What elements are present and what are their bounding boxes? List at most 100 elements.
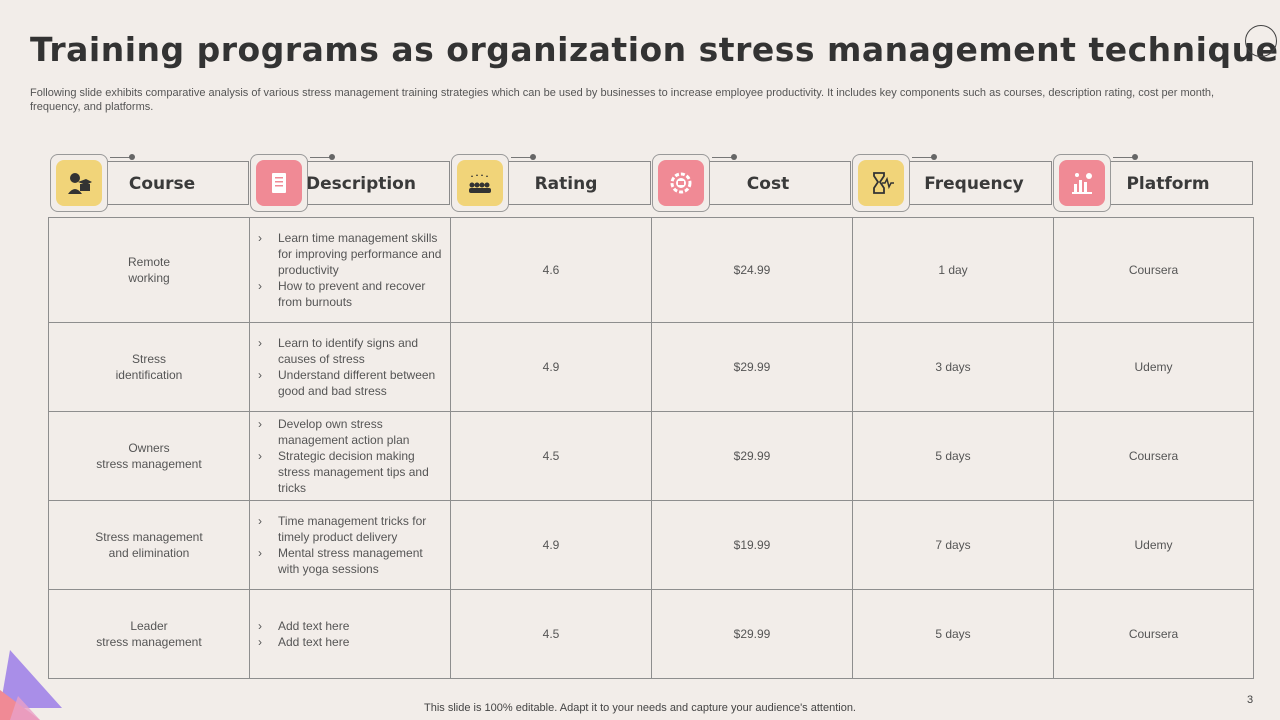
course-cell: Leader stress management <box>48 589 250 679</box>
table-row: Leader stress management › Add text here … <box>48 589 1254 679</box>
cost-cell: $24.99 <box>651 217 853 323</box>
header-cost-box <box>708 161 851 205</box>
header-description-box <box>300 161 450 205</box>
course-line: stress management <box>96 457 202 471</box>
description-cell: › Learn time management skills for improv… <box>249 217 451 323</box>
header-connector <box>712 157 734 158</box>
bullet-text: Understand different between good and ba… <box>278 368 436 398</box>
bullet-item: › Strategic decision making stress manage… <box>258 448 442 496</box>
hourglass-pulse-icon <box>858 160 904 206</box>
cost-cell: $29.99 <box>651 589 853 679</box>
course-line: Leader <box>130 619 168 633</box>
cost-cell: $29.99 <box>651 322 853 412</box>
header-platform-icon-frame <box>1053 154 1111 212</box>
header-description-icon-frame <box>250 154 308 212</box>
bullet-item: › Learn time management skills for improv… <box>258 230 442 278</box>
header-course-icon-frame <box>50 154 108 212</box>
header-platform-label: Platform <box>1126 174 1210 194</box>
cost-cell: $29.99 <box>651 411 853 501</box>
header-connector <box>110 157 132 158</box>
header-rating-icon-frame <box>451 154 509 212</box>
frequency-cell: 7 days <box>852 500 1054 590</box>
header-connector-dot <box>731 154 737 160</box>
course-cell: Remote working <box>48 217 250 323</box>
header-connector <box>912 157 934 158</box>
header-course-box <box>107 161 249 205</box>
course-line: stress management <box>96 635 202 649</box>
frequency-cell: 3 days <box>852 322 1054 412</box>
header-connector <box>310 157 332 158</box>
frequency-cell: 5 days <box>852 589 1054 679</box>
bullet-text: Add text here <box>278 635 350 649</box>
header-description-label: Description <box>306 174 416 194</box>
course-line: Owners <box>128 441 170 455</box>
bullet-item: › Understand different between good and b… <box>258 367 442 399</box>
table-row: Remote working › Learn time management sk… <box>48 217 1254 323</box>
platform-chart-icon <box>1059 160 1105 206</box>
bullet-item: › Add text here <box>258 634 442 650</box>
header-rating-label: Rating <box>534 174 598 194</box>
bullet-text: Develop own stress management action pla… <box>278 417 410 447</box>
header-connector-dot <box>530 154 536 160</box>
bullet-marker: › <box>258 619 262 633</box>
rating-cell: 4.5 <box>450 589 652 679</box>
course-cell: Stress management and elimination <box>48 500 250 590</box>
footer-text: This slide is 100% editable. Adapt it to… <box>424 702 856 714</box>
platform-cell: Udemy <box>1053 500 1254 590</box>
bullet-text: Add text here <box>278 619 350 633</box>
bullet-item: › Learn to identify signs and causes of s… <box>258 335 442 367</box>
bullet-marker: › <box>258 546 262 560</box>
description-cell: › Time management tricks for timely produ… <box>249 500 451 590</box>
bullet-item: › Add text here <box>258 618 442 634</box>
platform-cell: Udemy <box>1053 322 1254 412</box>
slide-subtitle: Following slide exhibits comparative ana… <box>30 87 1215 113</box>
bullet-item: › Develop own stress management action pl… <box>258 416 442 448</box>
corner-circle-icon <box>1245 25 1277 57</box>
comparison-table: Remote working › Learn time management sk… <box>48 217 1254 679</box>
header-connector <box>1113 157 1135 158</box>
header-frequency-icon-frame <box>852 154 910 212</box>
course-cell: Stress identification <box>48 322 250 412</box>
bullet-text: How to prevent and recover from burnouts <box>278 279 426 309</box>
description-cell: › Learn to identify signs and causes of s… <box>249 322 451 412</box>
header-course-label: Course <box>128 174 196 194</box>
course-line: Stress <box>131 352 166 366</box>
student-graduate-icon <box>56 160 102 206</box>
course-line: working <box>128 271 170 285</box>
header-frequency-box <box>909 161 1052 205</box>
header-connector-dot <box>129 154 135 160</box>
page-number: 3 <box>1247 694 1254 706</box>
course-line: Remote <box>127 255 171 269</box>
rating-cell: 4.9 <box>450 500 652 590</box>
bullet-marker: › <box>258 635 262 649</box>
header-connector-dot <box>1132 154 1138 160</box>
bullet-marker: › <box>258 336 262 350</box>
rating-cell: 4.5 <box>450 411 652 501</box>
document-icon <box>256 160 302 206</box>
slide-title: Training programs as organization stress… <box>30 30 1280 69</box>
bullet-text: Strategic decision making stress managem… <box>278 449 429 495</box>
bullet-marker: › <box>258 417 262 431</box>
course-line: and elimination <box>108 546 190 560</box>
frequency-cell: 1 day <box>852 217 1054 323</box>
description-cell: › Develop own stress management action pl… <box>249 411 451 501</box>
header-connector-dot <box>931 154 937 160</box>
platform-cell: Coursera <box>1053 589 1254 679</box>
bullet-text: Time management tricks for timely produc… <box>278 514 427 544</box>
header-connector-dot <box>329 154 335 160</box>
money-gear-icon <box>658 160 704 206</box>
bullet-item: › Mental stress management with yoga sess… <box>258 545 442 577</box>
team-stars-icon <box>457 160 503 206</box>
course-cell: Owners stress management <box>48 411 250 501</box>
bullet-marker: › <box>258 231 262 245</box>
bullet-text: Learn time management skills for improvi… <box>278 231 442 277</box>
cost-cell: $19.99 <box>651 500 853 590</box>
platform-cell: Coursera <box>1053 411 1254 501</box>
bullet-marker: › <box>258 368 262 382</box>
description-cell: › Add text here › Add text here <box>249 589 451 679</box>
frequency-cell: 5 days <box>852 411 1054 501</box>
platform-cell: Coursera <box>1053 217 1254 323</box>
bullet-text: Learn to identify signs and causes of st… <box>278 336 419 366</box>
bullet-marker: › <box>258 279 262 293</box>
bullet-marker: › <box>258 514 262 528</box>
